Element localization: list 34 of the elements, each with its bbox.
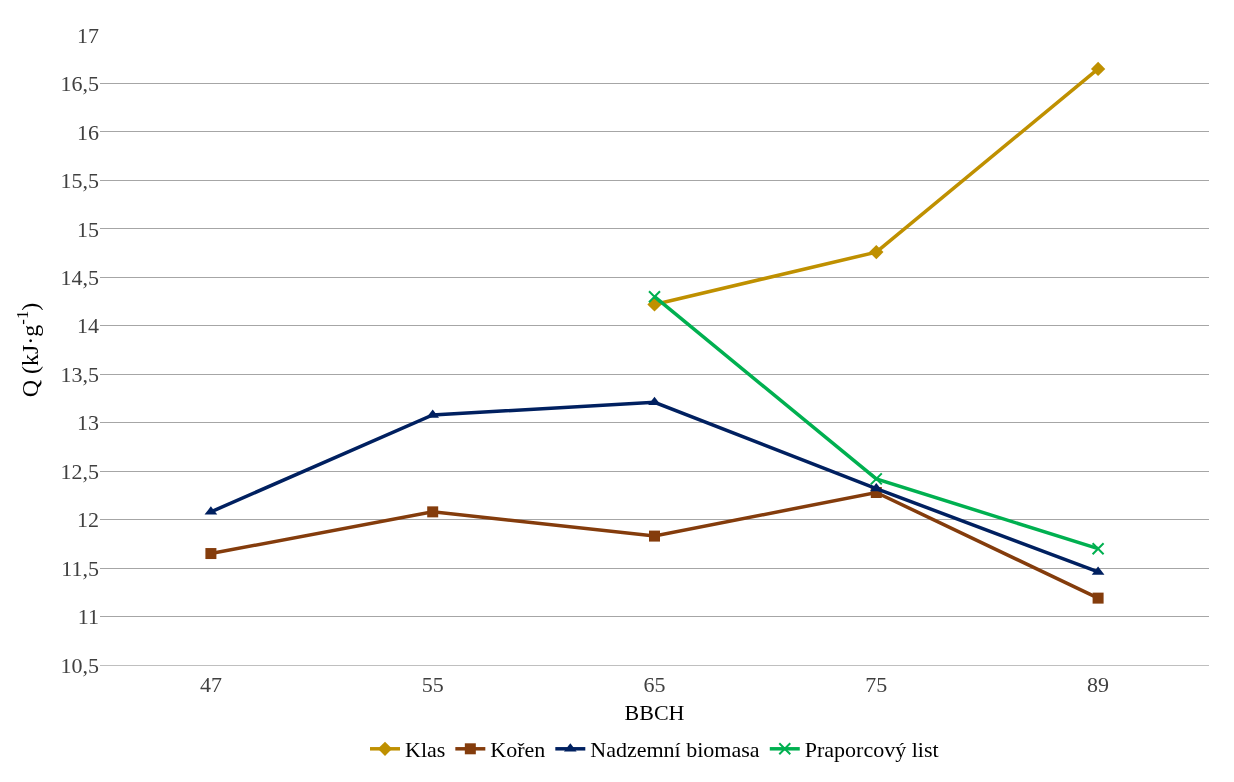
y-tick-label: 17 [77,22,99,48]
y-tick-label: 14,5 [60,265,99,291]
x-tick-label: 89 [1087,672,1110,698]
point [869,244,884,260]
point [1090,61,1106,77]
point [649,530,660,542]
legend-label: Kořen [490,737,546,763]
legend-label: Klas [405,737,446,763]
y-tick-label: 15 [77,216,99,242]
point [1091,542,1105,556]
y-tick-label: 15,5 [60,168,99,194]
y-tick-label: 12 [77,507,99,533]
y-tick-label: 13 [77,410,99,436]
y-tick-label: 14 [77,313,99,339]
legend-label: Praporcový list [804,737,939,763]
y-tick-label: 11,5 [61,555,99,581]
x-tick-label: 65 [643,672,666,698]
point [205,548,217,560]
y-tick-label: 16 [77,119,99,145]
y-tick-label: 13,5 [60,361,99,387]
x-tick-label: 55 [421,672,444,698]
x-axis-title: BBCH [624,700,685,726]
point [648,290,661,304]
y-tick-label: 11 [77,604,99,630]
legend-label: Nadzemní biomasa [590,737,760,763]
x-tick-label: 47 [199,672,222,698]
y-tick-label: 16,5 [60,71,99,97]
y-tick-label: 12,5 [60,458,99,484]
point [1092,592,1104,604]
y-tick-label: 10,5 [60,652,99,678]
point [869,472,883,486]
x-tick-label: 75 [865,672,888,698]
point [427,506,439,518]
point [648,396,661,406]
